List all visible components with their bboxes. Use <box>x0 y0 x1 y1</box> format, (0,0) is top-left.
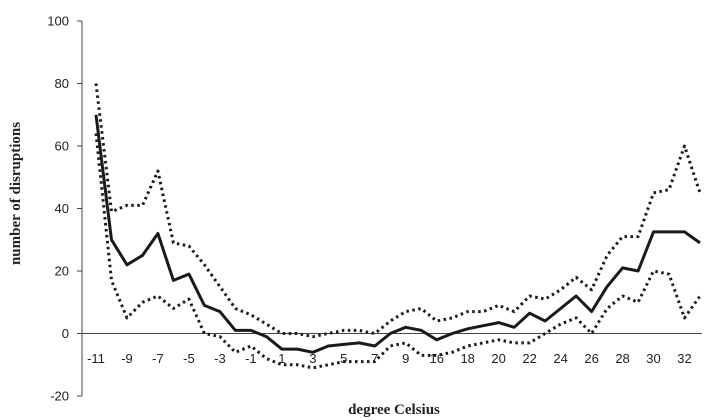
x-tick-label: 22 <box>522 351 536 366</box>
y-tick-label: 100 <box>47 14 69 29</box>
series-line-dotted-2 <box>94 133 702 370</box>
x-tick-label: 7 <box>371 351 378 366</box>
x-tick-label: 30 <box>646 351 660 366</box>
x-tick-label: 20 <box>491 351 505 366</box>
y-tick-label: 60 <box>55 139 69 154</box>
x-tick-label: -3 <box>214 351 226 366</box>
series-line-dotted-1 <box>94 83 702 339</box>
x-tick-label: 1 <box>278 351 285 366</box>
y-tick-label: 40 <box>55 201 69 216</box>
y-axis-ticks: -20 0 20 40 60 80 100 <box>47 14 82 404</box>
series-line-solid <box>94 114 701 354</box>
x-tick-label: 3 <box>309 351 316 366</box>
x-tick-label: -1 <box>245 351 257 366</box>
x-tick-label: -11 <box>87 351 105 366</box>
x-tick-label: 16 <box>429 351 443 366</box>
x-tick-label: 28 <box>615 351 629 366</box>
x-axis-tick-labels: -11 -9 -7 -5 -3 -1 1 3 5 7 9 16 18 20 22 24 26 28 30 32 <box>87 351 692 366</box>
x-tick-label: 9 <box>402 351 409 366</box>
x-tick-label: 32 <box>677 351 691 366</box>
y-tick-label: -20 <box>50 389 69 404</box>
x-tick-label: 5 <box>340 351 347 366</box>
x-tick-label: 26 <box>584 351 598 366</box>
x-axis-title: degree Celsius <box>348 402 440 418</box>
y-tick-label: 20 <box>55 264 69 279</box>
x-tick-label: 24 <box>553 351 567 366</box>
series-lines <box>94 83 702 370</box>
x-tick-label: 18 <box>460 351 474 366</box>
x-tick-label: -7 <box>152 351 164 366</box>
x-tick-label: -9 <box>121 351 133 366</box>
x-tick-label: -5 <box>183 351 195 366</box>
y-tick-label: 0 <box>62 326 69 341</box>
y-axis-title: number of disruptions <box>8 122 24 265</box>
y-tick-label: 80 <box>55 76 69 91</box>
